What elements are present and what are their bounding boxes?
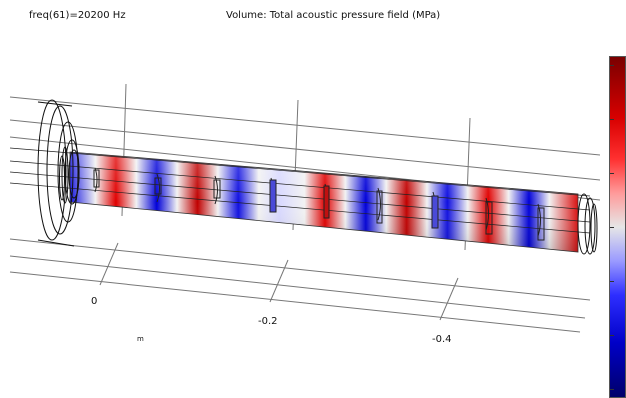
axis-tick-label: 0	[91, 296, 98, 307]
axis-unit-label: m	[137, 335, 144, 343]
left-flange[interactable]	[37, 99, 80, 247]
plot-title: Volume: Total acoustic pressure field (M…	[226, 10, 441, 21]
color-legend-bar	[609, 56, 626, 398]
axis-tick-label: -0.4	[432, 334, 452, 345]
right-end-cap	[577, 193, 598, 255]
tube-baffles	[93, 167, 545, 241]
plot-header-frequency: freq(61)=20200 Hz	[29, 10, 126, 21]
3d-viewport[interactable]	[0, 0, 600, 398]
grid-lines	[9, 83, 600, 333]
acoustic-tube[interactable]	[9, 147, 591, 253]
axis-tick-label: -0.2	[258, 316, 278, 327]
